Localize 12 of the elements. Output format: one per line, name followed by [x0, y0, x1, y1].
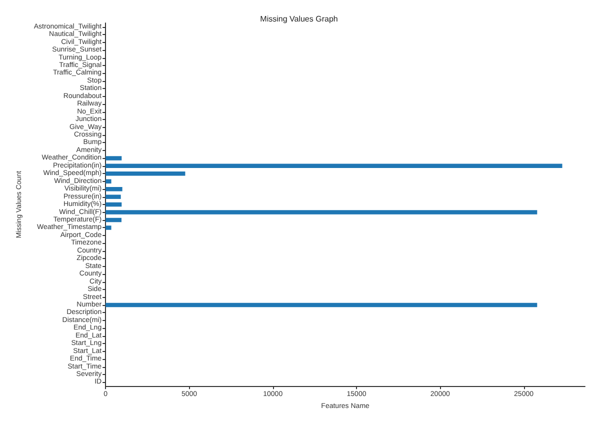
bar	[106, 172, 186, 176]
bar	[106, 226, 112, 230]
bar	[106, 156, 122, 160]
bar	[106, 179, 112, 184]
bar	[106, 210, 538, 214]
bar	[106, 186, 122, 192]
bar	[106, 164, 562, 168]
bar	[106, 202, 122, 207]
chart-title: Missing Values Graph	[260, 14, 338, 24]
bar	[106, 194, 121, 199]
bar	[106, 218, 122, 222]
bar	[106, 302, 538, 308]
